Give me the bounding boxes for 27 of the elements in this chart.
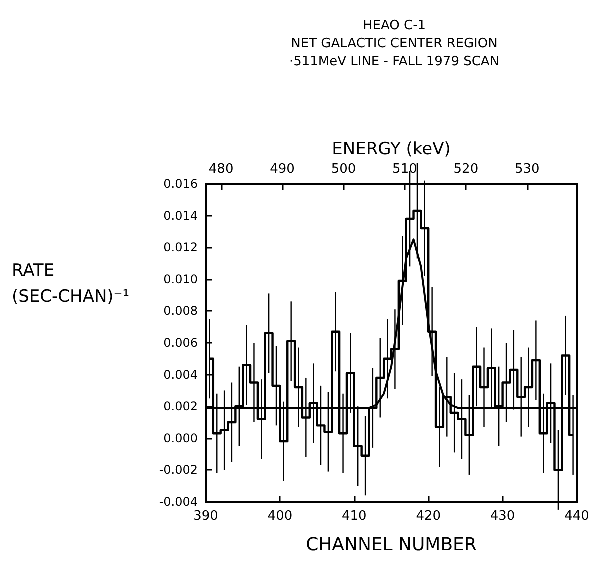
y-tick-label: 0.004 — [164, 368, 198, 382]
y-tick-label: 0.016 — [164, 177, 198, 191]
x2-tick-label: 510 — [392, 162, 418, 177]
x2-tick-label: 500 — [331, 162, 356, 177]
y-tick-label: 0.002 — [164, 400, 198, 414]
x-tick-label: 420 — [416, 509, 442, 524]
x-axis-title: CHANNEL NUMBER — [306, 534, 477, 556]
x-tick-label: 410 — [342, 509, 367, 524]
y-tick-label: 0.014 — [164, 208, 198, 223]
x2-axis-title: ENERGY (keV) — [332, 140, 451, 160]
y-tick-label: -0.002 — [159, 463, 198, 478]
y-tick-label: 0.006 — [164, 336, 198, 350]
y-tick-label: 0.000 — [164, 431, 198, 446]
x2-tick-label: 490 — [270, 162, 295, 177]
y-tick-label: 0.012 — [164, 240, 198, 255]
y-tick-label: -0.004 — [159, 495, 198, 509]
x-tick-label: 390 — [194, 509, 218, 524]
x-tick-label: 430 — [490, 509, 516, 524]
x-tick-label: 440 — [564, 509, 590, 524]
x-tick-label: 400 — [268, 509, 293, 524]
y-tick-label: 0.010 — [164, 272, 198, 286]
chart-title: HEAO C-1 NET GALACTIC CENTER REGION ·511MeV LINE - FALL 1979 SCAN — [289, 18, 500, 70]
y-tick-label: 0.008 — [164, 304, 198, 318]
x2-tick-label: 520 — [454, 162, 479, 177]
x2-tick-label: 530 — [514, 162, 540, 177]
x2-tick-label: 480 — [208, 162, 234, 177]
y-axis-title: RATE (SEC-CHAN)⁻¹ — [12, 261, 130, 307]
